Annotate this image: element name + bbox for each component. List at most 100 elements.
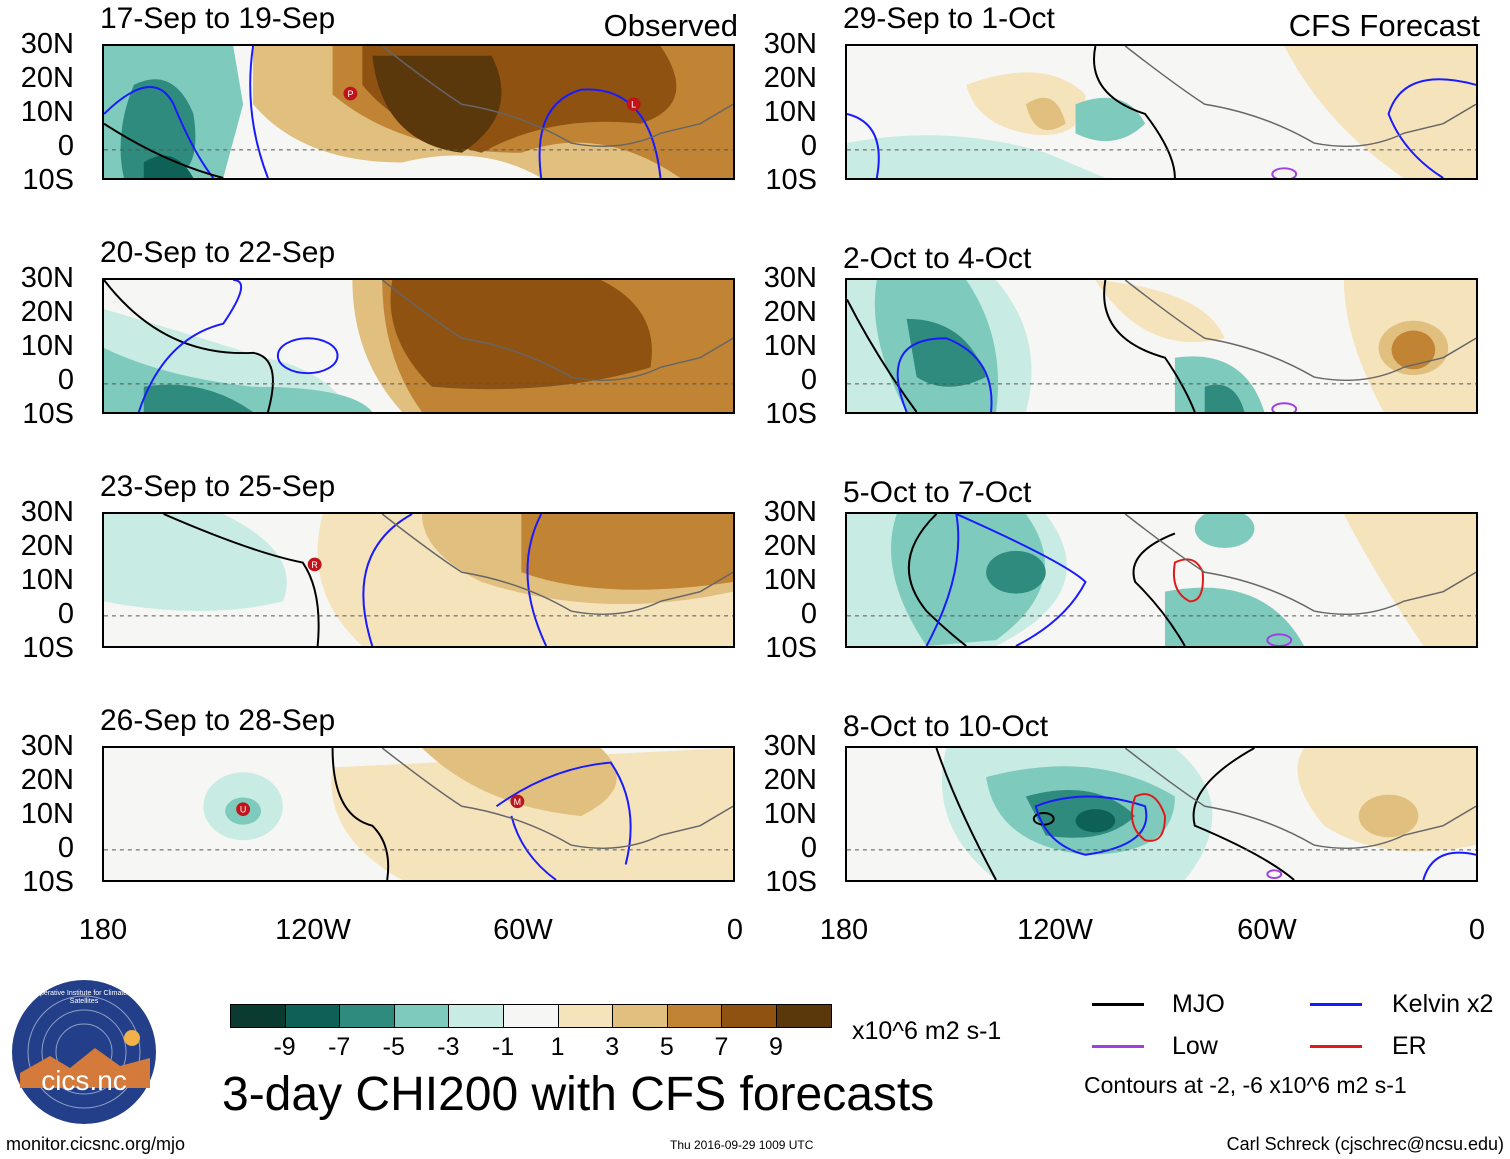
panel-title: 17-Sep to 19-Sep	[100, 2, 336, 35]
panel-title: 2-Oct to 4-Oct	[843, 242, 1032, 275]
lat-label: 10S	[22, 866, 74, 898]
legend-note: Contours at -2, -6 x10^6 m2 s-1	[1084, 1072, 1407, 1098]
lat-label: 20N	[20, 764, 74, 796]
storm-letter: M	[514, 797, 521, 807]
units-label: x10^6 m2 s-1	[852, 1017, 1002, 1045]
colorbar-swatch	[230, 1004, 286, 1028]
lat-label: 30N	[763, 262, 817, 294]
lon-label: 60W	[493, 914, 553, 946]
lon-label: 180	[78, 914, 128, 946]
panel-title: 20-Sep to 22-Sep	[100, 236, 336, 269]
legend-label: ER	[1392, 1032, 1427, 1060]
lat-label: 10N	[20, 798, 74, 830]
colorbar-swatch	[776, 1004, 832, 1028]
lat-label: 10N	[763, 564, 817, 596]
legend-line-low	[1092, 1045, 1144, 1048]
colorbar-swatch	[503, 1004, 559, 1028]
figure-title: 3-day CHI200 with CFS forecasts	[222, 1068, 935, 1121]
lat-label: 20N	[20, 62, 74, 94]
colorbar-label: 1	[550, 1033, 565, 1061]
legend-label: Kelvin x2	[1392, 990, 1494, 1018]
lat-label: 20N	[763, 62, 817, 94]
legend-label: MJO	[1172, 990, 1225, 1018]
panel-title: 23-Sep to 25-Sep	[100, 470, 336, 503]
map-panel-fcst-4	[845, 746, 1478, 882]
colorbar-swatch	[557, 1004, 614, 1028]
lat-label: 30N	[763, 496, 817, 528]
lat-label: 20N	[763, 296, 817, 328]
lat-label: 0	[800, 364, 817, 396]
colorbar-label: -3	[437, 1033, 460, 1061]
storm-marker	[626, 97, 641, 112]
forecast-label: CFS Forecast	[1288, 8, 1480, 43]
source-url: monitor.cicsnc.org/mjo	[6, 1134, 186, 1154]
lat-label: 10S	[765, 632, 817, 664]
map-panel-fcst-2	[845, 278, 1478, 414]
colorbar-swatch	[393, 1004, 450, 1028]
map-panel-fcst-3	[845, 512, 1478, 648]
lon-label: 120W	[275, 914, 351, 946]
lat-label: 0	[57, 598, 74, 630]
colorbar-swatch	[339, 1004, 395, 1028]
lat-label: 10S	[765, 398, 817, 430]
lat-label: 10N	[20, 330, 74, 362]
lat-label: 0	[57, 832, 74, 864]
lat-label: 10S	[765, 866, 817, 898]
logo-name: cics.nc	[41, 1065, 127, 1096]
colorbar-swatch	[448, 1004, 504, 1028]
storm-marker	[343, 86, 358, 101]
panel-title: 26-Sep to 28-Sep	[100, 704, 336, 737]
colorbar-swatch	[666, 1004, 723, 1028]
colorbar-label: 7	[714, 1033, 729, 1061]
panel-title: 29-Sep to 1-Oct	[843, 2, 1055, 35]
lat-label: 10S	[22, 398, 74, 430]
lat-label: 30N	[20, 28, 74, 60]
lat-label: 30N	[20, 262, 74, 294]
map-panel-obs-3: R	[102, 512, 735, 648]
storm-letter: L	[631, 100, 636, 110]
lat-label: 30N	[20, 730, 74, 762]
lat-label: 10N	[763, 330, 817, 362]
logo-ring-text: Cooperative Institute for Climate and Sa…	[27, 990, 141, 1005]
lat-label: 0	[57, 130, 74, 162]
colorbar-label: 3	[605, 1033, 620, 1061]
colorbar-swatch	[284, 1004, 341, 1028]
lon-label: 180	[819, 914, 869, 946]
legend-line-mjo	[1092, 1003, 1144, 1006]
storm-marker	[236, 802, 251, 816]
colorbar-label: 5	[659, 1033, 674, 1061]
lon-label: 120W	[1017, 914, 1093, 946]
lat-label: 30N	[763, 730, 817, 762]
storm-letter: R	[311, 560, 317, 570]
observed-label: Observed	[603, 8, 738, 43]
colorbar-swatch	[721, 1004, 777, 1028]
storm-letter: P	[347, 89, 353, 99]
legend-line-kelvin	[1310, 1003, 1362, 1006]
lat-label: 10N	[20, 96, 74, 128]
lat-label: 30N	[20, 496, 74, 528]
cicsnc-logo: cics.nc Cooperative Institute for Climat…	[10, 978, 158, 1126]
panel-title: 5-Oct to 7-Oct	[843, 476, 1032, 509]
lat-label: 20N	[20, 530, 74, 562]
colorbar-label: 9	[769, 1033, 783, 1061]
lat-label: 0	[800, 130, 817, 162]
panel-title: 8-Oct to 10-Oct	[843, 710, 1049, 743]
lat-label: 0	[800, 598, 817, 630]
timestamp: Thu 2016-09-29 1009 UTC	[670, 1138, 814, 1152]
storm-marker	[307, 557, 322, 572]
lon-label: 60W	[1237, 914, 1297, 946]
lat-label: 0	[800, 832, 817, 864]
legend-line-er	[1310, 1045, 1362, 1048]
map-panel-obs-2	[102, 278, 735, 414]
lat-label: 20N	[763, 530, 817, 562]
lat-label: 20N	[20, 296, 74, 328]
lat-label: 10N	[763, 96, 817, 128]
colorbar-label: -9	[273, 1033, 296, 1061]
lon-label: 0	[1468, 914, 1486, 946]
colorbar-label: -5	[382, 1033, 405, 1061]
lat-label: 20N	[763, 764, 817, 796]
lat-label: 10S	[22, 632, 74, 664]
storm-letter: U	[240, 805, 246, 815]
author: Carl Schreck (cjschrec@ncsu.edu)	[1226, 1134, 1504, 1154]
